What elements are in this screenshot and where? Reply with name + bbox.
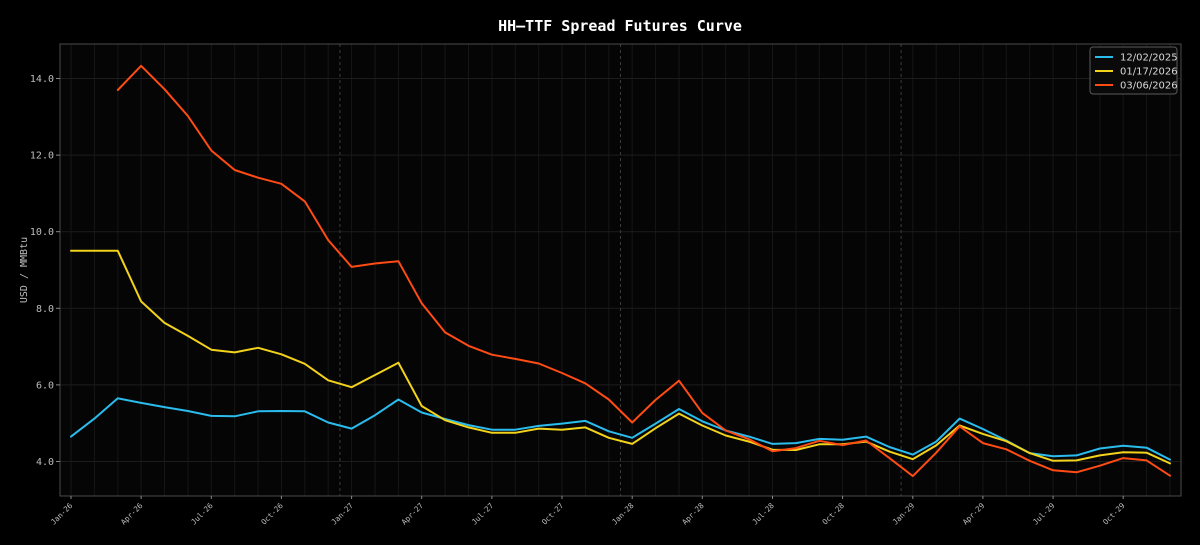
y-tick-label: 14.0 (30, 74, 54, 85)
y-tick-label: 10.0 (30, 227, 54, 238)
plot-frame (59, 43, 1182, 497)
legend: 12/02/2025 01/17/2026 03/06/2026 (1089, 46, 1178, 95)
y-tick-label: 6.0 (36, 380, 54, 391)
plot-background (60, 44, 1181, 496)
series-line-3 (116, 64, 1171, 478)
y-tick-label: 12.0 (30, 151, 54, 162)
y-tick-label: 4.0 (36, 457, 54, 468)
y-axis-ticks: 4.0 6.0 8.0 10.0 12.0 14.0 (30, 74, 60, 468)
y-axis-label: USD / MMBtu (19, 237, 30, 303)
legend-label-1: 12/02/2025 (1120, 53, 1178, 64)
series-line-1 (70, 397, 1171, 461)
legend-label-3: 03/06/2026 (1120, 81, 1178, 92)
series-layer (70, 64, 1171, 478)
chart-title: HH–TTF Spread Futures Curve (498, 17, 742, 35)
series-line-2 (70, 249, 1171, 465)
legend-box (1089, 46, 1178, 95)
legend-label-2: 01/17/2026 (1120, 67, 1178, 78)
y-tick-label: 8.0 (36, 304, 54, 315)
